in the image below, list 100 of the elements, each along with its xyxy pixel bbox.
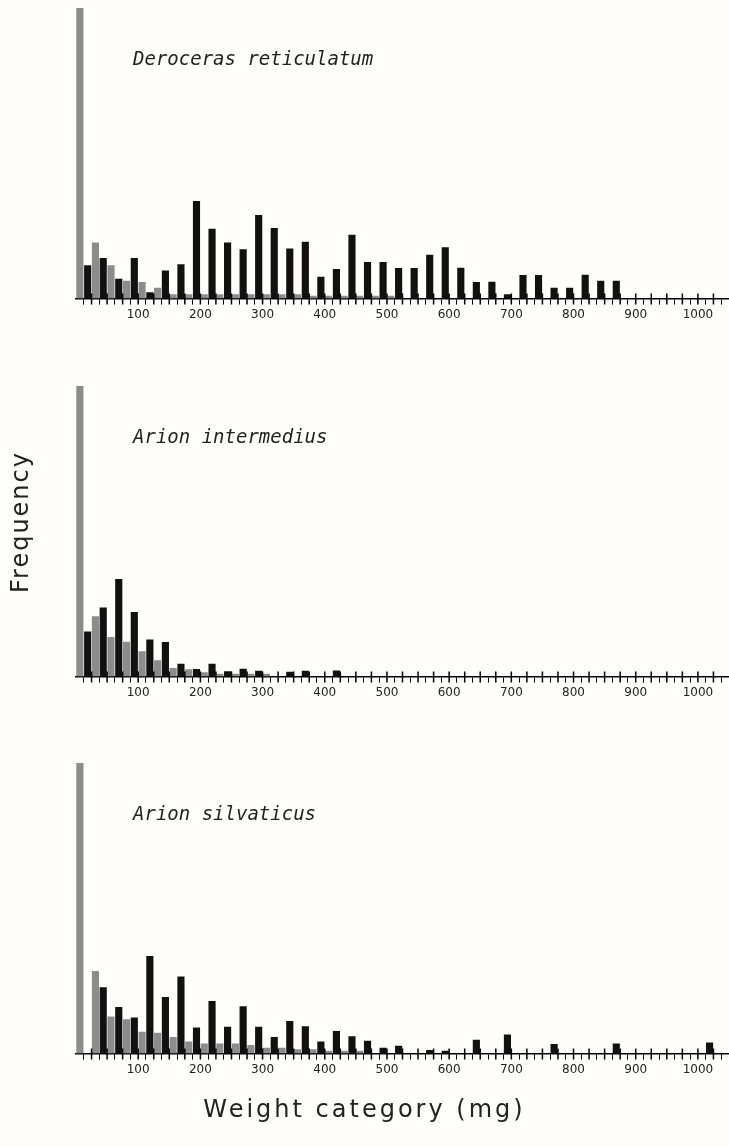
bar <box>177 976 185 1054</box>
bar <box>84 265 92 299</box>
x-tick-label: 100 <box>126 1061 150 1076</box>
bar <box>192 1027 201 1054</box>
bar <box>146 292 154 299</box>
bar <box>76 8 84 299</box>
x-tick-label: 600 <box>437 684 461 699</box>
bar <box>441 247 449 299</box>
x-tick-label: 300 <box>251 1061 275 1076</box>
bar <box>317 276 325 299</box>
bar <box>270 1037 278 1054</box>
bar <box>115 578 123 677</box>
bar <box>278 294 286 299</box>
bar <box>99 607 107 677</box>
x-tick-label: 800 <box>562 684 585 699</box>
bar <box>224 1026 232 1054</box>
bar <box>332 1030 340 1054</box>
bar <box>76 386 84 677</box>
x-tick-label: 800 <box>562 306 585 321</box>
bar <box>612 280 620 299</box>
bar <box>581 274 589 299</box>
x-tick-label: 300 <box>251 684 275 699</box>
bar <box>122 1019 131 1054</box>
bar <box>91 971 100 1054</box>
x-tick-label: 700 <box>499 1061 523 1076</box>
bar <box>122 641 131 677</box>
bar <box>130 257 138 299</box>
bar <box>348 234 356 299</box>
x-tick-label: 800 <box>562 1061 585 1076</box>
bar <box>519 275 527 299</box>
bar <box>138 651 146 677</box>
bar <box>154 1032 162 1054</box>
bar <box>99 257 107 299</box>
x-tick-label: 500 <box>375 684 399 699</box>
bar <box>115 1007 123 1054</box>
y-axis-title: Frequency <box>6 450 34 595</box>
x-tick-label: 500 <box>375 1061 399 1076</box>
bar <box>200 294 208 299</box>
bar <box>208 663 216 677</box>
text: Arion silvaticus <box>132 801 317 824</box>
bar <box>224 242 232 299</box>
x-tick-label: 600 <box>437 1061 461 1076</box>
bar <box>208 1001 216 1054</box>
bar <box>231 294 239 299</box>
bar <box>255 1026 263 1054</box>
x-tick-label: 900 <box>624 306 648 321</box>
x-tick-label: 1000 <box>682 306 714 321</box>
bar <box>208 228 216 299</box>
bar <box>597 280 605 299</box>
bar <box>130 1017 138 1054</box>
bar <box>379 261 387 299</box>
bar <box>146 639 154 677</box>
x-tick-label: 200 <box>188 306 212 321</box>
bar <box>161 270 169 299</box>
bar <box>472 282 480 299</box>
bar <box>169 1037 177 1054</box>
bar <box>231 1043 239 1054</box>
bar <box>84 631 92 677</box>
bar <box>138 282 146 299</box>
bar <box>363 261 372 299</box>
bar <box>91 616 100 677</box>
x-tick-label: 100 <box>126 306 150 321</box>
bar <box>286 248 294 299</box>
bar <box>122 280 131 299</box>
bar <box>488 281 496 299</box>
bar <box>154 287 162 299</box>
bar <box>503 294 512 299</box>
x-tick-label: 300 <box>251 306 275 321</box>
x-tick-label: 1000 <box>682 684 714 699</box>
bar <box>185 1041 193 1054</box>
bar <box>200 1043 208 1054</box>
x-tick-label: 600 <box>437 306 461 321</box>
text: Arion intermedius <box>132 424 328 447</box>
bar <box>224 671 232 677</box>
x-tick-label: 400 <box>313 1061 337 1076</box>
x-tick-label: 100 <box>126 684 150 699</box>
bar <box>534 275 543 299</box>
bar <box>76 763 84 1054</box>
bar <box>293 294 302 299</box>
x-tick-label: 700 <box>499 684 523 699</box>
bar <box>255 214 263 299</box>
bar <box>286 1021 294 1054</box>
bar <box>216 1043 224 1054</box>
bar <box>317 1041 325 1054</box>
bar <box>503 1034 512 1054</box>
text: Deroceras reticulatum <box>132 46 374 69</box>
bar <box>566 287 574 299</box>
x-tick-label: 200 <box>188 1061 212 1076</box>
bar <box>192 669 201 677</box>
bar <box>301 1026 309 1054</box>
bar <box>91 242 100 299</box>
bar <box>107 1016 115 1054</box>
x-tick-label: 400 <box>313 684 337 699</box>
bar <box>177 264 185 299</box>
bar <box>332 670 340 677</box>
bar <box>169 294 177 299</box>
bar <box>612 1043 620 1054</box>
bar <box>395 268 403 299</box>
bar <box>161 642 169 677</box>
bar <box>107 637 115 677</box>
